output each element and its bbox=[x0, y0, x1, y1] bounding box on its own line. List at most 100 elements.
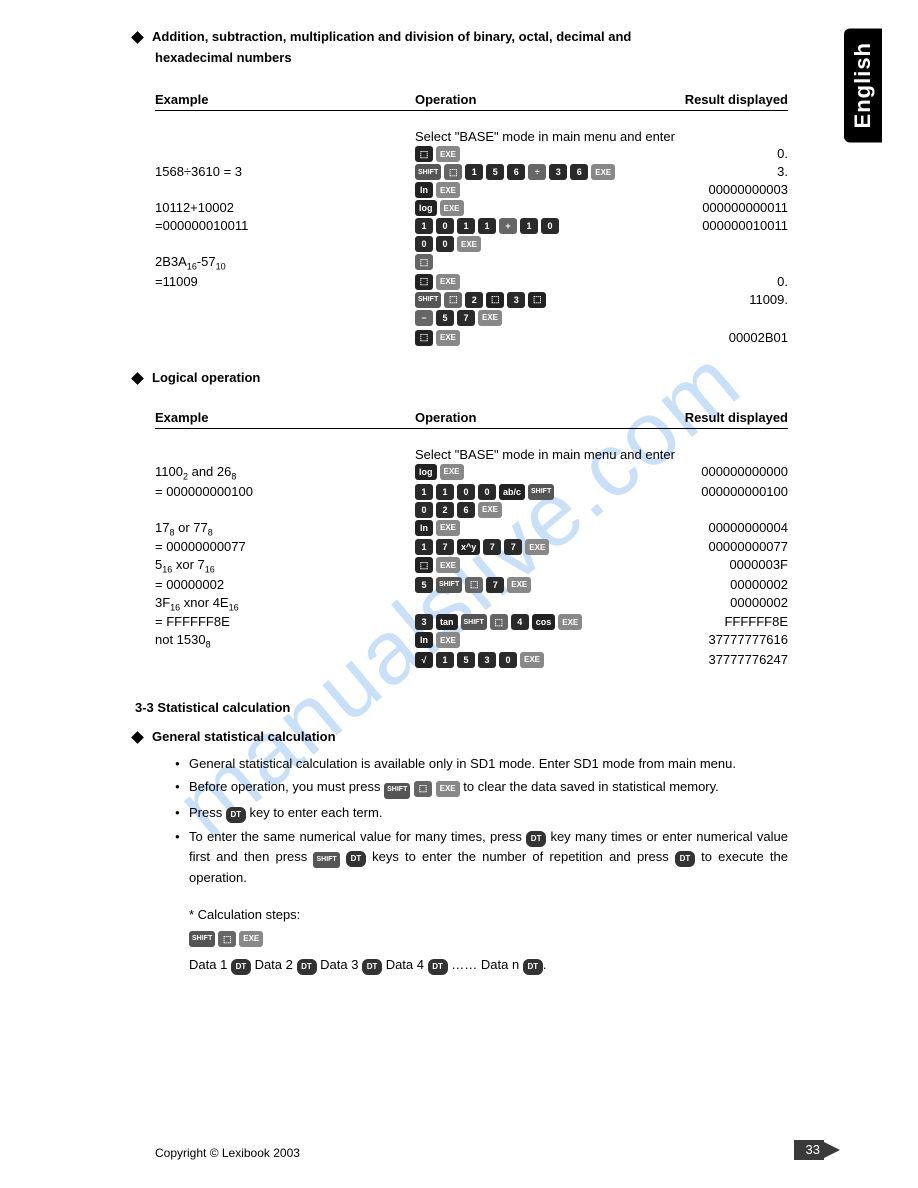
digit-key: 0 bbox=[499, 652, 517, 668]
digit-key: 5 bbox=[436, 310, 454, 326]
dt-key: DT bbox=[526, 831, 546, 847]
digit-key: 2 bbox=[465, 292, 483, 308]
res-cell: 3. bbox=[625, 164, 788, 179]
list-item: General statistical calculation is avail… bbox=[175, 754, 788, 774]
bullet-list: General statistical calculation is avail… bbox=[155, 754, 788, 888]
tan-key: tan bbox=[436, 614, 458, 630]
xy-key: x^y bbox=[457, 539, 480, 555]
ex-cell: 2B3A16-5710 bbox=[155, 254, 415, 272]
ex-cell: 10112+10002 bbox=[155, 200, 415, 215]
res-cell: 00000002 bbox=[625, 595, 788, 610]
res-cell: 000000000100 bbox=[625, 484, 788, 499]
header-example: Example bbox=[155, 92, 415, 107]
bullet-diamond bbox=[131, 31, 144, 44]
ex-cell: = FFFFFF8E bbox=[155, 614, 415, 629]
res-cell: 000000000011 bbox=[625, 200, 788, 215]
res-cell: 00000000003 bbox=[625, 182, 788, 197]
ex-cell: = 00000000077 bbox=[155, 539, 415, 554]
dt-key: DT bbox=[231, 959, 251, 975]
cos-key: cos bbox=[532, 614, 556, 630]
section2-title: Logical operation bbox=[152, 370, 260, 385]
dt-key: DT bbox=[428, 959, 448, 975]
page-number: 33 bbox=[806, 1142, 820, 1157]
dt-key: DT bbox=[346, 851, 366, 867]
ex-cell: =000000010011 bbox=[155, 218, 415, 233]
digit-key: 1 bbox=[415, 539, 433, 555]
dt-key: DT bbox=[675, 851, 695, 867]
digit-key: 1 bbox=[457, 218, 475, 234]
shift-key: SHIFT bbox=[313, 852, 339, 868]
digit-key: 1 bbox=[415, 484, 433, 500]
exe-key: EXE bbox=[436, 781, 460, 797]
digit-key: 7 bbox=[436, 539, 454, 555]
res-cell: 0000003F bbox=[625, 557, 788, 572]
exe-key: EXE bbox=[478, 310, 502, 326]
digit-key: 1 bbox=[415, 218, 433, 234]
key-icon: ⬚ bbox=[414, 781, 432, 797]
res-cell: 00002B01 bbox=[625, 330, 788, 345]
page-content: Addition, subtraction, multiplication an… bbox=[0, 0, 918, 976]
exe-key: EXE bbox=[436, 557, 460, 573]
res-cell: 0. bbox=[625, 146, 788, 161]
dt-key: DT bbox=[523, 959, 543, 975]
bullet-diamond bbox=[131, 731, 144, 744]
digit-key: 2 bbox=[436, 502, 454, 518]
digit-key: 4 bbox=[511, 614, 529, 630]
digit-key: 0 bbox=[415, 236, 433, 252]
digit-key: 1 bbox=[436, 484, 454, 500]
digit-key: 7 bbox=[483, 539, 501, 555]
section3-subtitle: General statistical calculation bbox=[152, 729, 336, 744]
digit-key: 7 bbox=[486, 577, 504, 593]
exe-key: EXE bbox=[558, 614, 582, 630]
digit-key: 3 bbox=[415, 614, 433, 630]
res-cell: 0. bbox=[625, 274, 788, 289]
header-operation: Operation bbox=[415, 92, 625, 107]
digit-key: 3 bbox=[549, 164, 567, 180]
dt-key: DT bbox=[226, 807, 246, 823]
sqrt-key: √ bbox=[415, 652, 433, 668]
exe-key: EXE bbox=[436, 146, 460, 162]
log-key: log bbox=[415, 200, 437, 216]
res-cell: 37777776247 bbox=[625, 652, 788, 667]
exe-key: EXE bbox=[440, 464, 464, 480]
key-icon: ⬚ bbox=[486, 292, 504, 308]
digit-key: 0 bbox=[436, 236, 454, 252]
digit-key: 0 bbox=[436, 218, 454, 234]
shift-key: SHIFT bbox=[461, 614, 487, 630]
ex-cell: 516 xor 716 bbox=[155, 557, 415, 575]
exe-key: EXE bbox=[457, 236, 481, 252]
list-item: To enter the same numerical value for ma… bbox=[175, 827, 788, 888]
exe-key: EXE bbox=[436, 182, 460, 198]
res-cell: 000000010011 bbox=[625, 218, 788, 233]
digit-key: 3 bbox=[507, 292, 525, 308]
exe-key: EXE bbox=[507, 577, 531, 593]
copyright-text: Copyright © Lexibook 2003 bbox=[155, 1146, 300, 1160]
digit-key: 0 bbox=[415, 502, 433, 518]
res-cell: 000000000000 bbox=[625, 464, 788, 479]
key-icon: ⬚ bbox=[415, 274, 433, 290]
digit-key: 5 bbox=[486, 164, 504, 180]
digit-key: 7 bbox=[504, 539, 522, 555]
table-header: Example Operation Result displayed bbox=[155, 410, 788, 429]
ex-cell: 178 or 778 bbox=[155, 520, 415, 538]
ex-cell: 11002 and 268 bbox=[155, 464, 415, 482]
res-cell: 11009. bbox=[625, 292, 788, 307]
page-number-badge: 33 bbox=[784, 1140, 840, 1163]
exe-key: EXE bbox=[436, 520, 460, 536]
bullet-diamond bbox=[131, 372, 144, 385]
ln-key: ln bbox=[415, 182, 433, 198]
key-icon: ⬚ bbox=[528, 292, 546, 308]
section-arithmetic: Addition, subtraction, multiplication an… bbox=[155, 28, 788, 346]
instruction-text: Select "BASE" mode in main menu and ente… bbox=[415, 447, 788, 462]
ex-cell: 3F16 xnor 4E16 bbox=[155, 595, 415, 613]
shift-key: SHIFT bbox=[415, 292, 441, 308]
section3-heading: 3-3 Statistical calculation bbox=[135, 700, 788, 715]
exe-key: EXE bbox=[525, 539, 549, 555]
res-cell: 00000000077 bbox=[625, 539, 788, 554]
exe-key: EXE bbox=[436, 274, 460, 290]
header-example: Example bbox=[155, 410, 415, 425]
digit-key: 1 bbox=[436, 652, 454, 668]
digit-key: 0 bbox=[478, 484, 496, 500]
digit-key: 6 bbox=[570, 164, 588, 180]
digit-key: 6 bbox=[507, 164, 525, 180]
